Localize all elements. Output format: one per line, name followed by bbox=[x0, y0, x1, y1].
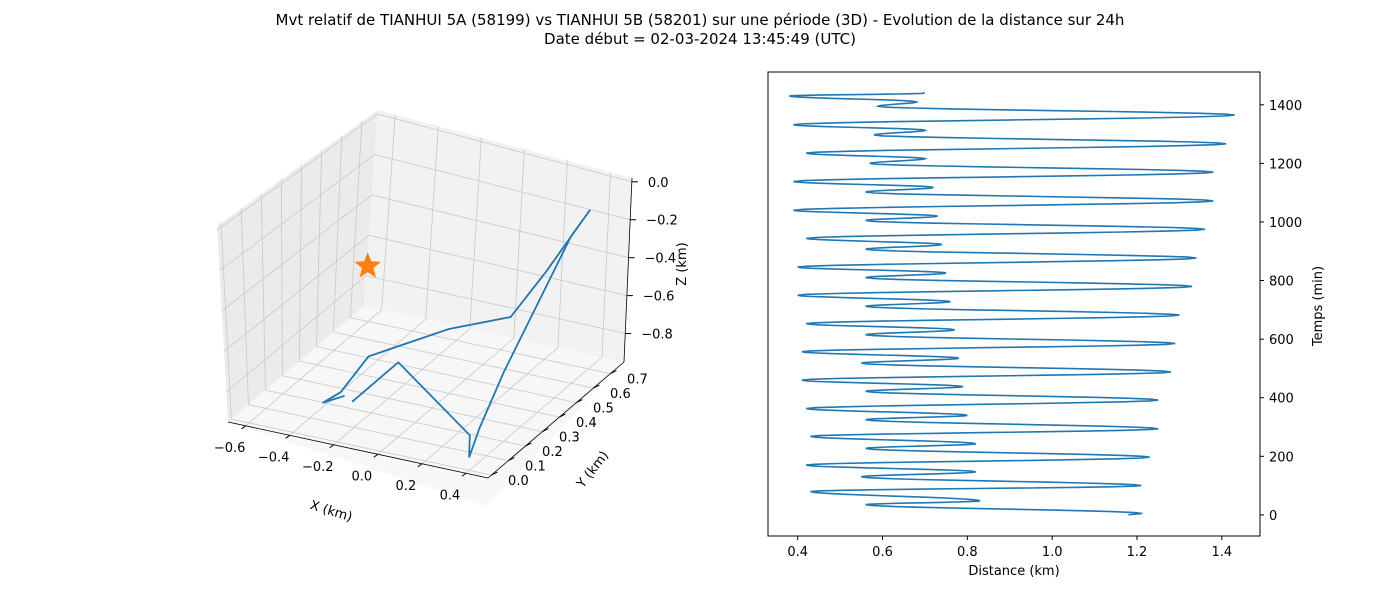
grid-line-z bbox=[221, 194, 373, 312]
x-tick-label-2d: 0.6 bbox=[872, 545, 893, 560]
grid-line-y bbox=[220, 223, 232, 420]
y-tick-label-2d: 1000 bbox=[1269, 216, 1302, 231]
grid-line-y bbox=[316, 346, 577, 403]
y-tick-label-2d: 400 bbox=[1269, 392, 1294, 407]
y-axis-line bbox=[487, 361, 625, 479]
y-tick-label: 0.6 bbox=[610, 387, 631, 402]
y-axis-label-2d: Temps (min) bbox=[1311, 266, 1326, 347]
x-tick bbox=[461, 472, 467, 477]
z-tick-label: −0.2 bbox=[646, 214, 678, 229]
x-tick-label-2d: 1.0 bbox=[1042, 545, 1063, 560]
x-tick-label: −0.4 bbox=[258, 450, 290, 465]
x-tick bbox=[417, 463, 423, 468]
y-tick-label: 0.2 bbox=[542, 445, 563, 460]
grid-line-z bbox=[216, 113, 378, 231]
distance-series-line bbox=[789, 92, 1235, 516]
grid-line-x bbox=[333, 328, 471, 446]
grid-line-z bbox=[377, 113, 632, 183]
grid-line-y bbox=[282, 375, 543, 432]
z-tick-label: 0.0 bbox=[648, 176, 669, 191]
title-line-2: Date début = 02-03-2024 13:45:49 (UTC) bbox=[544, 30, 856, 48]
x-tick-label: −0.6 bbox=[214, 441, 246, 456]
grid-line-y bbox=[299, 360, 560, 418]
y-tick-label: 0.4 bbox=[576, 416, 597, 431]
grid-line-y bbox=[265, 389, 526, 447]
x-tick-label: 0.0 bbox=[351, 469, 372, 484]
trajectory-line bbox=[322, 209, 591, 458]
y-tick-label-2d: 600 bbox=[1269, 333, 1294, 348]
grid-line-y bbox=[350, 317, 611, 374]
z-axis-line bbox=[623, 177, 633, 363]
grid-line-y bbox=[333, 136, 343, 333]
z-tick-label: −0.8 bbox=[641, 328, 673, 343]
grid-line-z bbox=[371, 194, 629, 259]
x-tick bbox=[329, 444, 335, 449]
grid-line-z bbox=[219, 154, 376, 271]
x-axis-line bbox=[227, 421, 489, 479]
x-tick bbox=[373, 453, 379, 458]
grid-line-y bbox=[260, 194, 266, 391]
x-tick-label-2d: 1.2 bbox=[1127, 545, 1148, 560]
origin-star-marker bbox=[354, 252, 381, 278]
x-tick bbox=[241, 425, 246, 430]
y-axis-label: Y (km) bbox=[574, 449, 613, 492]
title-line-1: Mvt relatif de TIANHUI 5A (58199) vs TIA… bbox=[276, 11, 1125, 29]
grid-line-x bbox=[425, 126, 439, 320]
y-tick-label-2d: 800 bbox=[1269, 275, 1294, 290]
z-tick-label: −0.4 bbox=[645, 252, 677, 267]
grid-line-z bbox=[366, 275, 626, 334]
grid-line-z bbox=[374, 154, 631, 221]
grid-line-x bbox=[513, 149, 525, 339]
x-axis-label-2d: Distance (km) bbox=[968, 564, 1059, 579]
y-tick-label-2d: 0 bbox=[1269, 509, 1277, 524]
distance-time-plot: 0.4 0.6 0.8 1.0 1.2 1.4 0 200 400 600 800 1000 1200… bbox=[767, 71, 1326, 579]
y-tick-label-2d: 200 bbox=[1269, 450, 1294, 465]
grid-line-y bbox=[316, 150, 323, 347]
grid-line-x bbox=[289, 318, 426, 436]
grid-line-y bbox=[350, 121, 363, 318]
grid-line-z bbox=[223, 234, 370, 352]
grid-line-x bbox=[245, 309, 382, 427]
y-tick-label: 0.1 bbox=[525, 460, 546, 475]
x-tick bbox=[285, 434, 290, 439]
grid-line-y bbox=[240, 208, 249, 405]
x-tick-label: 0.4 bbox=[440, 488, 461, 503]
pane-left bbox=[217, 110, 378, 422]
x-tick-label: −0.2 bbox=[302, 460, 334, 475]
grid-line-x bbox=[377, 337, 515, 455]
y-tick-label-2d: 1400 bbox=[1269, 99, 1302, 114]
trajectory-3d-plot: −0.6−0.4−0.20.00.20.40.00.10.20.30.40.50… bbox=[214, 110, 690, 525]
grid-line-y bbox=[248, 404, 509, 461]
y-tick-label: 0.5 bbox=[593, 402, 614, 417]
axes-3d: −0.6−0.4−0.20.00.20.40.00.10.20.30.40.50… bbox=[214, 176, 678, 503]
x-tick-label-2d: 0.4 bbox=[787, 545, 808, 560]
grid-line-x bbox=[601, 172, 611, 358]
y-ticks: 0 200 400 600 800 1000 1200 1400 bbox=[1260, 99, 1302, 524]
grid-line-y bbox=[231, 418, 492, 476]
pane-back bbox=[364, 110, 632, 362]
x-ticks: 0.4 0.6 0.8 1.0 1.2 1.4 bbox=[787, 536, 1232, 560]
y-tick-label: 0.3 bbox=[559, 431, 580, 446]
z-tick-label: −0.6 bbox=[643, 290, 675, 305]
z-axis-label: Z (km) bbox=[675, 242, 690, 285]
y-tick-label-2d: 1200 bbox=[1269, 157, 1302, 172]
grid-line-x bbox=[469, 137, 482, 329]
grid-line-x bbox=[465, 356, 603, 474]
x-tick-label-2d: 1.4 bbox=[1211, 545, 1232, 560]
grid-line-z bbox=[226, 275, 367, 392]
grid-line-y bbox=[299, 165, 302, 362]
grid-line-y bbox=[333, 331, 594, 389]
y-tick-label: 0.7 bbox=[627, 373, 648, 388]
x-tick-label-2d: 0.8 bbox=[957, 545, 978, 560]
grid-line-z bbox=[368, 234, 627, 296]
grid-line-y bbox=[280, 179, 283, 376]
grid-line-x bbox=[381, 114, 396, 310]
x-tick-label: 0.2 bbox=[396, 479, 417, 494]
y-tick-label: 0.0 bbox=[508, 474, 529, 489]
plot-frame bbox=[767, 71, 1261, 537]
x-axis-label: X (km) bbox=[308, 498, 354, 525]
